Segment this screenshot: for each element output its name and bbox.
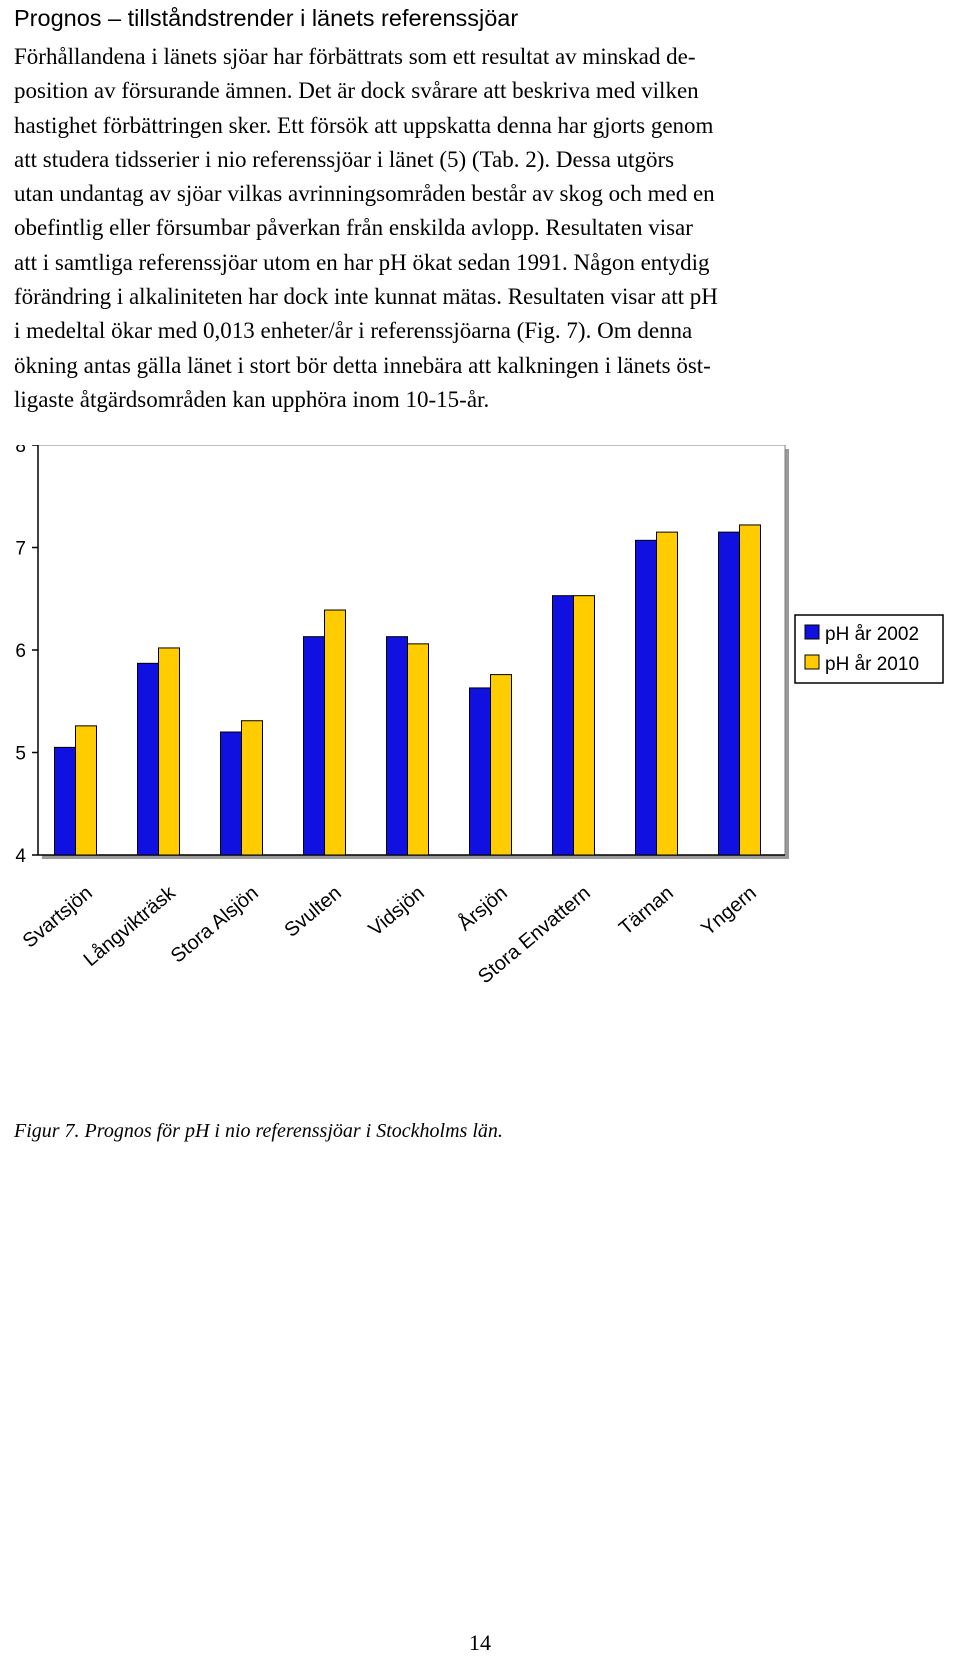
y-tick-label: 7 <box>15 539 26 560</box>
bar-ph-2002 <box>386 636 408 856</box>
x-category-label: Vidsjön <box>365 882 429 941</box>
bar-ph-2002 <box>635 539 657 856</box>
y-tick-label: 4 <box>15 846 26 867</box>
body-paragraph: Förhållandena i länets sjöar har förbätt… <box>14 40 954 417</box>
x-category-label: Långvikträsk <box>80 881 181 971</box>
x-category-label: Svulten <box>280 882 345 942</box>
bar-ph-2010 <box>324 609 346 856</box>
legend-label: pH år 2002 <box>825 624 919 645</box>
section-heading: Prognos – tillståndstrender i länets ref… <box>14 5 519 31</box>
bar-ph-2002 <box>303 636 325 856</box>
bar-ph-2010 <box>241 720 263 856</box>
bar-ph-2002 <box>137 662 159 856</box>
paragraph-line: att studera tidsserier i nio referenssjö… <box>14 146 675 172</box>
y-tick-label: 8 <box>15 445 26 457</box>
paragraph-line: obefintlig eller försumbar påverkan från… <box>14 215 693 241</box>
bar-ph-2002 <box>469 687 491 856</box>
bar-series <box>54 524 761 856</box>
y-tick-label: 5 <box>15 744 26 765</box>
paragraph-line: ligaste åtgärdsområden kan upphöra inom … <box>14 386 490 412</box>
bar-ph-2002 <box>54 746 76 856</box>
bar-ph-2010 <box>573 595 595 856</box>
paragraph-line: förändring i alkaliniteten har dock inte… <box>14 284 718 310</box>
x-category-label: Stora Alsjön <box>167 882 263 967</box>
legend-swatch <box>804 654 820 670</box>
bar-ph-2002 <box>220 731 242 856</box>
bar-ph-2010 <box>739 524 761 856</box>
paragraph-line: ökning antas gälla länet i stort bör det… <box>14 352 711 378</box>
x-category-label: Yngern <box>697 882 761 940</box>
legend: pH år 2002 pH år 2010 <box>794 614 944 684</box>
paragraph-line: hastighet förbättringen sker. Ett försök… <box>14 112 714 138</box>
paragraph-line: Förhållandena i länets sjöar har förbätt… <box>14 44 696 69</box>
x-category-label: Tärnan <box>615 882 678 940</box>
bar-ph-2002 <box>552 595 574 856</box>
legend-label: pH år 2010 <box>825 654 919 675</box>
x-category-label: Årsjön <box>453 881 511 935</box>
bar-ph-2010 <box>158 647 180 856</box>
paragraph-line: position av försurande ämnen. Det är doc… <box>14 78 699 104</box>
y-tick-label: 6 <box>15 641 26 662</box>
bar-ph-2010 <box>407 643 429 856</box>
x-category-label: Svartsjön <box>19 882 97 952</box>
legend-box <box>794 614 944 684</box>
paragraph-line: att i samtliga referenssjöar utom en har… <box>14 249 710 275</box>
figure-caption: Figur 7. Prognos för pH i nio referenssj… <box>14 1120 503 1142</box>
bar-ph-2010 <box>490 674 512 856</box>
bar-ph-2010 <box>75 725 97 856</box>
paragraph-line: utan undantag av sjöar vilkas avrinnings… <box>14 181 715 207</box>
legend-swatch <box>804 624 820 640</box>
paragraph-line: i medeltal ökar med 0,013 enheter/år i r… <box>14 318 693 344</box>
bar-ph-2010 <box>656 531 678 856</box>
bar-ph-2002 <box>718 531 740 856</box>
page-number: 14 <box>469 1630 491 1655</box>
